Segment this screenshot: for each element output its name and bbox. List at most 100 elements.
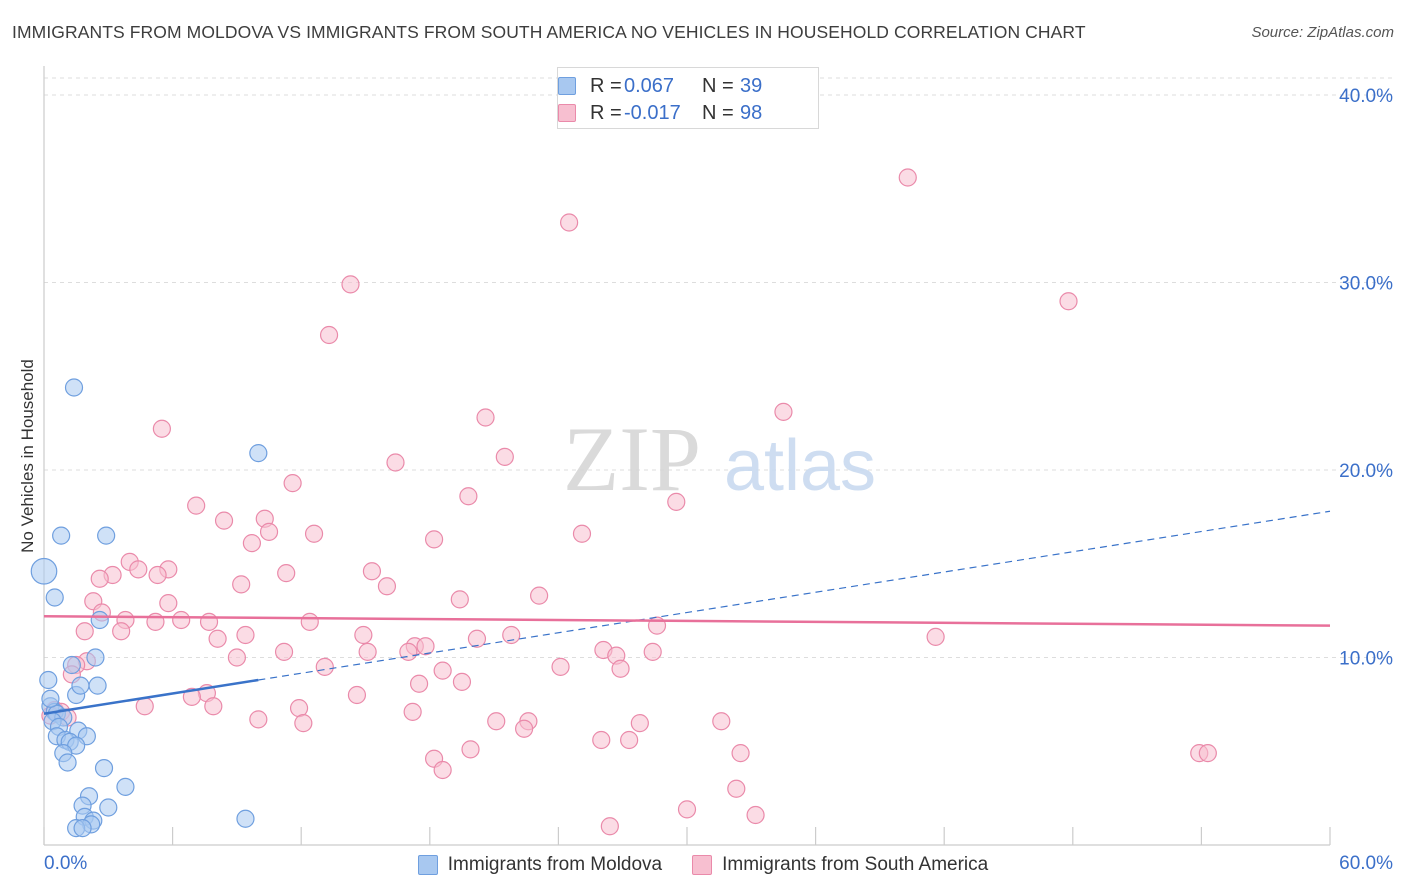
south-america-point — [467, 629, 487, 648]
legend-item-south-america[interactable]: Immigrants from South America — [692, 854, 988, 876]
moldova-stats-swatch — [558, 77, 576, 95]
watermark: ZIP atlas — [563, 408, 876, 510]
y-tick-label: 40.0% — [1339, 86, 1393, 107]
moldova-r-value: 0.067 — [624, 74, 675, 97]
moldova-point — [73, 819, 92, 838]
south-america-point — [172, 610, 191, 630]
south-america-point — [572, 524, 592, 543]
south-america-point — [667, 492, 686, 511]
y-axis-label: No Vehicles in Household — [18, 359, 37, 553]
y-tick-label: 20.0% — [1339, 461, 1393, 482]
south-america-point — [283, 474, 302, 493]
moldova-point — [58, 753, 77, 772]
south-america-point — [1059, 292, 1078, 311]
south-america-point — [386, 453, 405, 472]
moldova-point — [249, 444, 268, 463]
south-america-point — [249, 710, 268, 729]
tick-labels: 10.0% 20.0% 30.0% 40.0% 0.0% 60.0% — [44, 86, 1393, 874]
south-america-point — [560, 213, 579, 232]
south-america-point — [300, 612, 319, 631]
south-america-point — [135, 697, 154, 716]
south-america-point — [354, 625, 373, 645]
south-america-point — [294, 714, 313, 733]
moldova-point — [71, 676, 90, 695]
moldova-trend-line — [43, 678, 259, 715]
south-america-point — [362, 562, 382, 581]
south-america-point — [677, 800, 697, 819]
south-america-point — [347, 685, 367, 705]
south-america-point — [187, 496, 206, 515]
moldova-point — [236, 809, 255, 828]
moldova-point — [88, 676, 107, 695]
south-america-point — [315, 657, 334, 676]
south-america-point — [112, 622, 131, 641]
moldova-point — [86, 648, 105, 667]
south-america-point — [459, 487, 478, 506]
legend-item-moldova[interactable]: Immigrants from Moldova — [417, 854, 663, 876]
moldova-point — [62, 655, 81, 675]
south-america-point — [341, 275, 360, 294]
south-america-point — [424, 530, 444, 549]
south-america-stats-swatch — [558, 104, 576, 122]
moldova-point — [99, 798, 118, 817]
south-america-point — [712, 712, 731, 731]
south-america-point — [377, 577, 397, 596]
moldova-point — [94, 759, 114, 778]
south-america-point — [204, 697, 223, 716]
south-america-point — [277, 564, 296, 583]
moldova-point — [45, 588, 64, 607]
watermark-atlas: atlas — [724, 426, 876, 506]
moldova-point — [116, 777, 135, 796]
south-america-point — [1198, 744, 1217, 763]
legend: Immigrants from Moldova Immigrants from … — [0, 852, 1406, 878]
correlation-stats-box: R = 0.067 N = 39 R = -0.017 N = 98 — [557, 67, 819, 129]
south-america-point — [236, 625, 255, 645]
legend-label-moldova: Immigrants from Moldova — [447, 854, 663, 875]
south-america-point — [409, 674, 429, 693]
south-america-n-value: 98 — [740, 101, 763, 124]
south-america-point — [214, 511, 234, 530]
moldova-points — [30, 378, 268, 838]
south-america-point — [487, 712, 506, 731]
x-tick-label-min: 0.0% — [44, 853, 87, 874]
south-america-point — [319, 325, 339, 345]
moldova-trend-line-extension — [258, 510, 1331, 681]
south-america-r-value: -0.017 — [624, 101, 681, 124]
moldova-r-label: R = — [590, 74, 622, 97]
south-america-trend-line — [43, 615, 1331, 627]
south-america-point — [898, 168, 917, 187]
south-america-point — [75, 622, 94, 641]
south-america-point — [746, 805, 765, 825]
moldova-point — [52, 526, 71, 545]
south-america-point — [199, 612, 219, 631]
south-america-point — [600, 817, 619, 836]
y-tick-label: 30.0% — [1339, 274, 1393, 295]
south-america-point — [274, 642, 294, 661]
south-america-point — [433, 760, 452, 780]
south-america-point — [90, 569, 109, 588]
legend-swatch-south-america — [692, 855, 713, 875]
south-america-n-label: N = — [702, 101, 734, 124]
south-america-point — [515, 719, 534, 738]
moldova-point — [90, 610, 109, 630]
south-america-point — [643, 642, 662, 661]
moldova-point — [30, 557, 58, 585]
south-america-point — [611, 659, 630, 678]
south-america-point — [148, 565, 167, 585]
moldova-point — [97, 526, 116, 545]
south-america-point — [530, 586, 549, 605]
south-america-point — [461, 740, 480, 759]
south-america-point — [289, 699, 309, 718]
south-america-point — [433, 661, 452, 680]
south-america-point — [159, 594, 178, 613]
south-america-point — [592, 730, 611, 750]
south-america-stats-row: R = -0.017 N = 98 — [558, 100, 763, 126]
south-america-point — [502, 625, 521, 645]
moldova-point — [39, 670, 58, 690]
moldova-n-value: 39 — [740, 74, 763, 97]
south-america-point — [259, 522, 279, 541]
south-america-point — [926, 627, 945, 646]
trend-lines — [43, 510, 1331, 715]
south-america-r-label: R = — [590, 101, 622, 124]
